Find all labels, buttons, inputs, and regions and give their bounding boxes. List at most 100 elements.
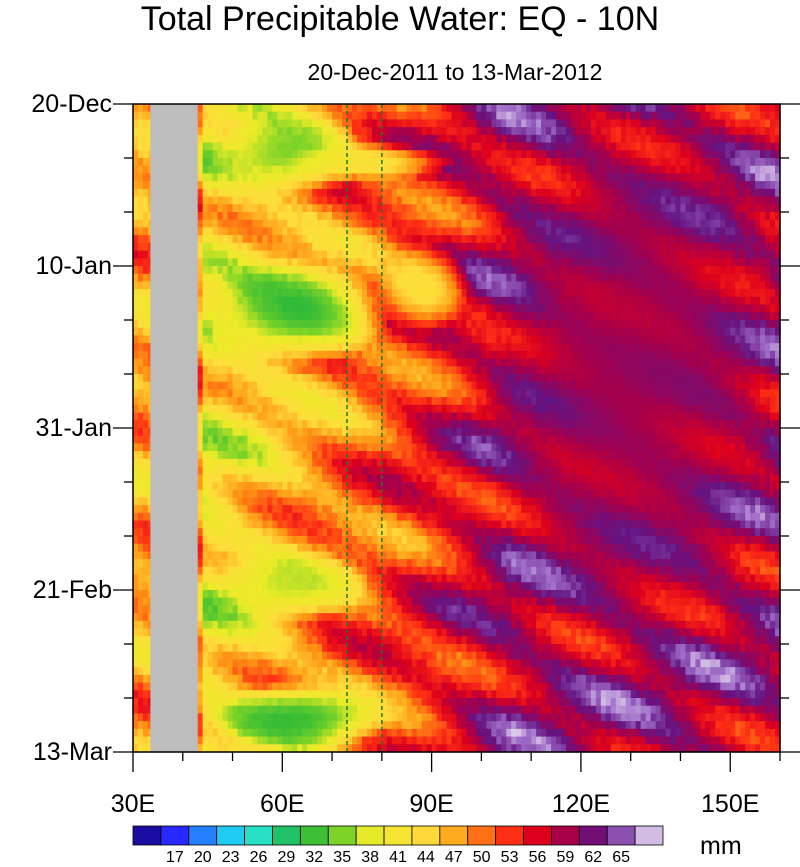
heatmap-cell — [441, 188, 448, 198]
heatmap-cell — [142, 327, 149, 337]
heatmap-cell — [765, 181, 771, 190]
heatmap-cell — [541, 266, 547, 275]
heatmap-cell — [466, 196, 473, 205]
heatmap-cell — [356, 173, 363, 182]
heatmap-cell — [605, 327, 612, 337]
heatmap-cell — [287, 204, 293, 213]
heatmap-cell — [750, 219, 756, 229]
heatmap-cell — [715, 104, 721, 113]
heatmap-cell — [466, 289, 473, 298]
heatmap-cell — [327, 227, 333, 236]
heatmap-cell — [376, 273, 383, 283]
heatmap-cell — [486, 235, 492, 244]
heatmap-cell — [302, 142, 308, 151]
heatmap-cell — [580, 350, 587, 360]
heatmap-cell — [710, 281, 716, 290]
heatmap-cell — [436, 320, 443, 329]
heatmap-cell — [356, 358, 363, 367]
heatmap-cell — [570, 343, 577, 352]
heatmap-cell — [501, 188, 507, 198]
heatmap-cell — [431, 343, 438, 352]
heatmap-cell — [312, 242, 318, 252]
heatmap-cell — [277, 142, 283, 151]
heatmap-cell — [347, 235, 353, 244]
heatmap-cell — [466, 296, 473, 306]
heatmap-cell — [282, 196, 288, 205]
heatmap-cell — [332, 242, 338, 252]
heatmap-cell — [670, 343, 677, 352]
heatmap-cell — [715, 242, 721, 252]
heatmap-cell — [267, 320, 273, 329]
heatmap-cell — [351, 173, 358, 182]
heatmap-cell — [620, 204, 627, 213]
heatmap-cell — [491, 266, 497, 275]
heatmap-cell — [625, 111, 632, 121]
heatmap-cell — [531, 273, 537, 283]
heatmap-cell — [456, 127, 463, 136]
heatmap-cell — [486, 320, 492, 329]
heatmap-cell — [262, 273, 268, 283]
heatmap-cell — [516, 266, 522, 275]
heatmap-cell — [277, 358, 283, 367]
heatmap-cell — [740, 142, 746, 151]
heatmap-cell — [416, 142, 423, 151]
heatmap-cell — [650, 212, 657, 221]
heatmap-cell — [536, 381, 542, 391]
heatmap-cell — [710, 212, 716, 221]
heatmap-cell — [580, 227, 587, 236]
heatmap-cell — [670, 335, 677, 344]
heatmap-cell — [526, 281, 532, 290]
heatmap-cell — [615, 366, 622, 375]
heatmap-cell — [371, 327, 378, 337]
heatmap-cell — [466, 242, 473, 252]
heatmap-cell — [406, 320, 413, 329]
heatmap-cell — [406, 242, 413, 252]
heatmap-cell — [690, 127, 696, 136]
heatmap-cell — [476, 104, 482, 113]
heatmap-cell — [695, 266, 701, 275]
heatmap-cell — [660, 289, 667, 298]
heatmap-cell — [570, 389, 577, 398]
heatmap-cell — [775, 289, 781, 298]
heatmap-cell — [342, 142, 348, 151]
heatmap-cell — [441, 289, 448, 298]
heatmap-cell — [272, 374, 278, 383]
heatmap-cell — [446, 235, 453, 244]
heatmap-cell — [421, 142, 428, 151]
heatmap-cell — [137, 312, 144, 321]
heatmap-cell — [366, 134, 373, 144]
heatmap-cell — [436, 350, 443, 360]
heatmap-cell — [322, 358, 328, 367]
heatmap-cell — [690, 219, 696, 229]
heatmap-cell — [406, 397, 413, 406]
heatmap-cell — [590, 273, 597, 283]
heatmap-cell — [630, 350, 637, 360]
heatmap-cell — [342, 296, 348, 306]
heatmap-cell — [660, 150, 667, 159]
heatmap-cell — [332, 327, 338, 337]
heatmap-cell — [531, 374, 537, 383]
heatmap-cell — [476, 343, 482, 352]
heatmap-cell — [406, 142, 413, 151]
heatmap-cell — [441, 227, 448, 236]
heatmap-cell — [217, 181, 224, 190]
heatmap-cell — [745, 266, 751, 275]
heatmap-cell — [735, 258, 741, 267]
heatmap-cell — [237, 111, 244, 121]
heatmap-cell — [217, 204, 224, 213]
heatmap-cell — [690, 142, 696, 151]
heatmap-cell — [685, 227, 692, 236]
heatmap-cell — [351, 366, 358, 375]
heatmap-cell — [740, 381, 746, 391]
heatmap-cell — [441, 327, 448, 337]
heatmap-cell — [366, 235, 373, 244]
heatmap-cell — [391, 134, 398, 144]
heatmap-cell — [501, 104, 507, 113]
heatmap-cell — [685, 374, 692, 383]
heatmap-cell — [471, 204, 478, 213]
heatmap-cell — [695, 204, 701, 213]
heatmap-cell — [526, 304, 532, 313]
heatmap-cell — [680, 296, 687, 306]
heatmap-cell — [541, 289, 547, 298]
heatmap-cell — [247, 188, 254, 198]
